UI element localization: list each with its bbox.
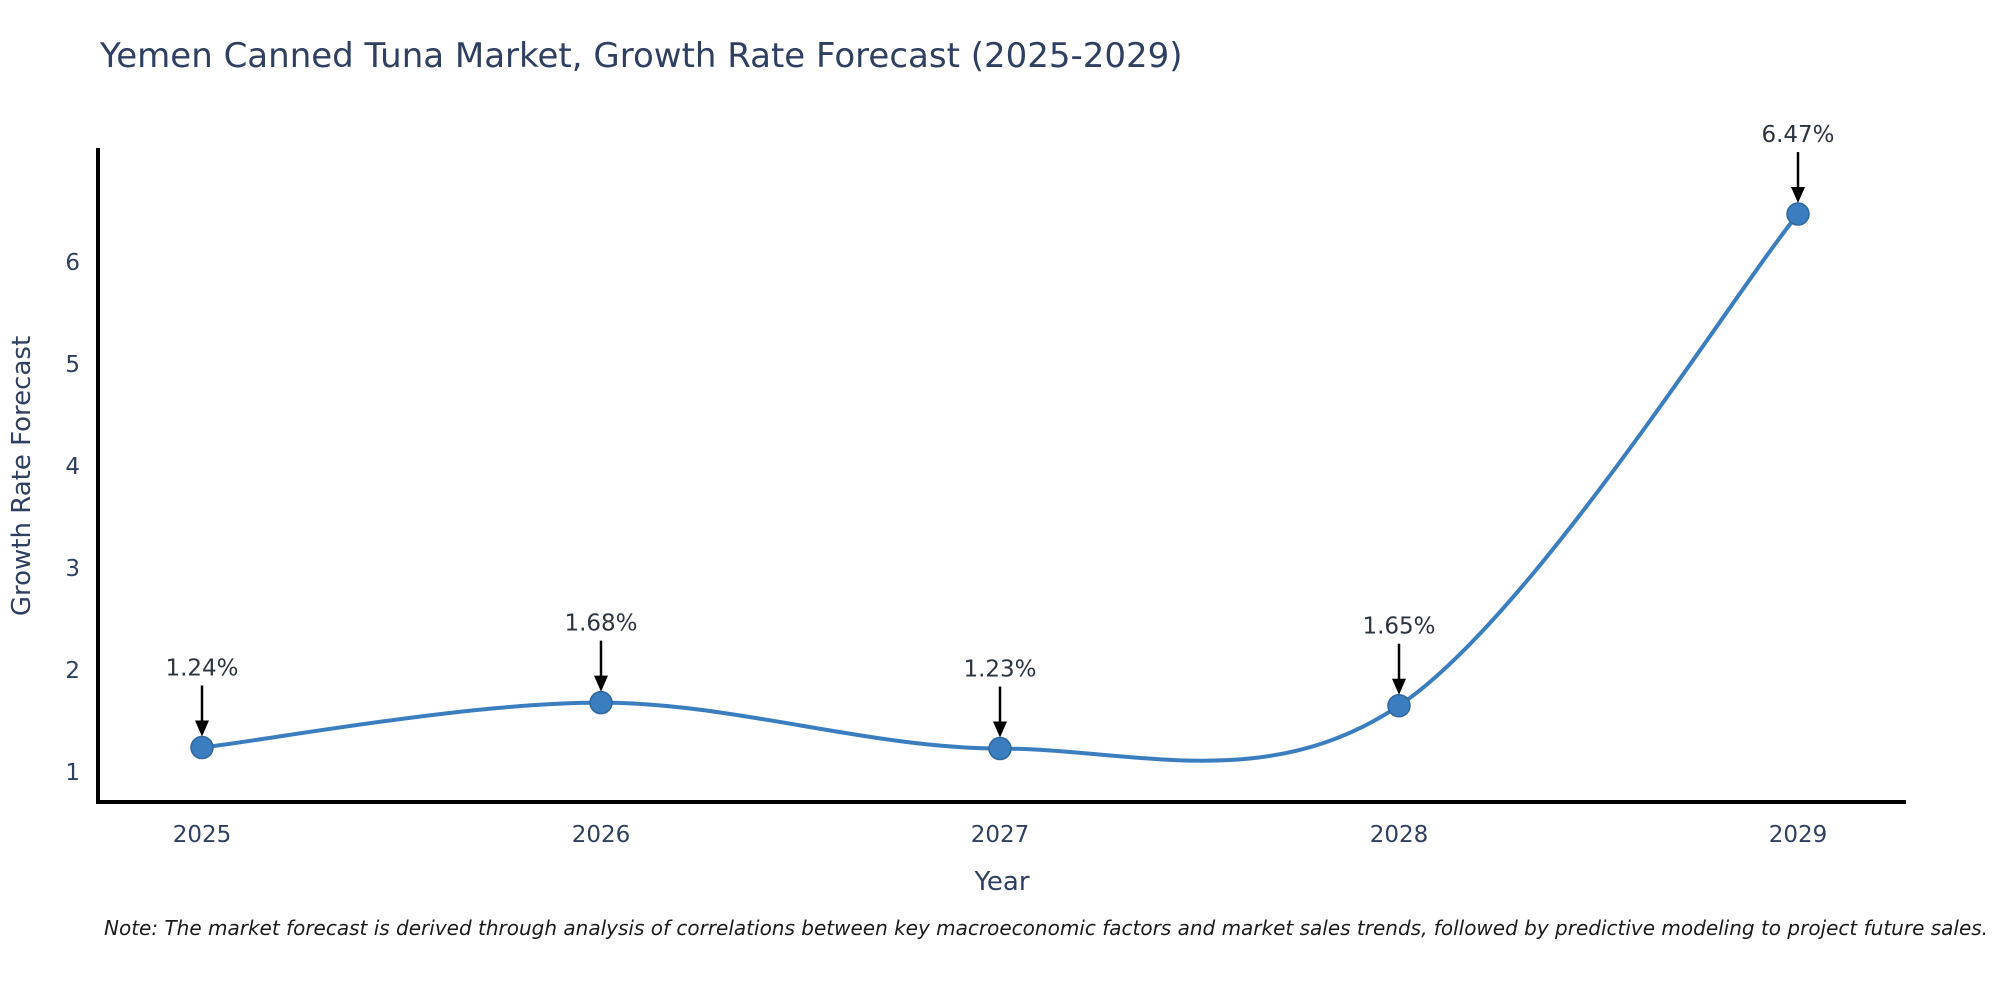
data-point-marker bbox=[1387, 693, 1411, 718]
x-tick-label: 2029 bbox=[1769, 822, 1828, 848]
y-tick-label: 3 bbox=[65, 556, 80, 582]
data-point-marker bbox=[1786, 202, 1810, 226]
forecast-line bbox=[200, 212, 1800, 763]
data-point-label: 1.24% bbox=[165, 656, 238, 682]
annotation-arrow-head bbox=[1392, 678, 1406, 695]
data-point-label: 1.23% bbox=[963, 657, 1036, 683]
y-tick-label: 2 bbox=[65, 658, 80, 684]
data-point-label: 6.47% bbox=[1761, 122, 1834, 148]
data-point-marker bbox=[988, 736, 1012, 761]
annotation-arrow-head bbox=[993, 721, 1007, 738]
axis-spines bbox=[96, 148, 1906, 804]
annotation-arrow-head bbox=[1791, 187, 1805, 204]
y-tick-label: 4 bbox=[65, 454, 80, 480]
x-axis-label: Year bbox=[973, 867, 1029, 897]
x-tick-label: 2028 bbox=[1370, 822, 1429, 848]
plot-area: 1 2 3 4 5 6 2025 2026 2027 2028 2029 1.24% 1.68% 1.23… bbox=[65, 122, 1834, 848]
annotation-arrow-head bbox=[594, 675, 608, 692]
annotation-arrow-head bbox=[195, 720, 209, 737]
data-point-label: 1.68% bbox=[564, 611, 637, 637]
y-axis-label: Growth Rate Forecast bbox=[7, 336, 37, 616]
y-tick-label: 6 bbox=[65, 250, 80, 276]
y-tick-label: 1 bbox=[65, 760, 80, 786]
footnote: Note: The market forecast is derived thr… bbox=[104, 916, 1989, 940]
data-point-marker bbox=[190, 735, 214, 760]
data-point-label: 1.65% bbox=[1362, 614, 1435, 640]
data-point-marker bbox=[589, 690, 613, 715]
x-tick-label: 2026 bbox=[572, 822, 631, 848]
y-tick-label: 5 bbox=[65, 352, 80, 378]
chart-title: Yemen Canned Tuna Market, Growth Rate Fo… bbox=[99, 36, 1183, 76]
x-tick-label: 2025 bbox=[173, 822, 232, 848]
x-tick-label: 2027 bbox=[971, 822, 1030, 848]
